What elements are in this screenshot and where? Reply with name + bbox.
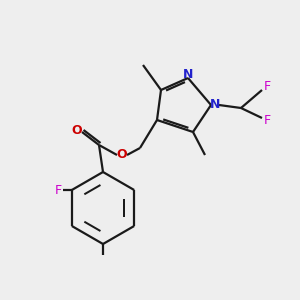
Text: F: F	[263, 113, 271, 127]
Text: F: F	[263, 80, 271, 94]
Text: N: N	[183, 68, 193, 82]
Text: F: F	[54, 184, 61, 196]
Text: O: O	[117, 148, 127, 161]
Text: N: N	[210, 98, 220, 112]
Text: O: O	[72, 124, 82, 137]
